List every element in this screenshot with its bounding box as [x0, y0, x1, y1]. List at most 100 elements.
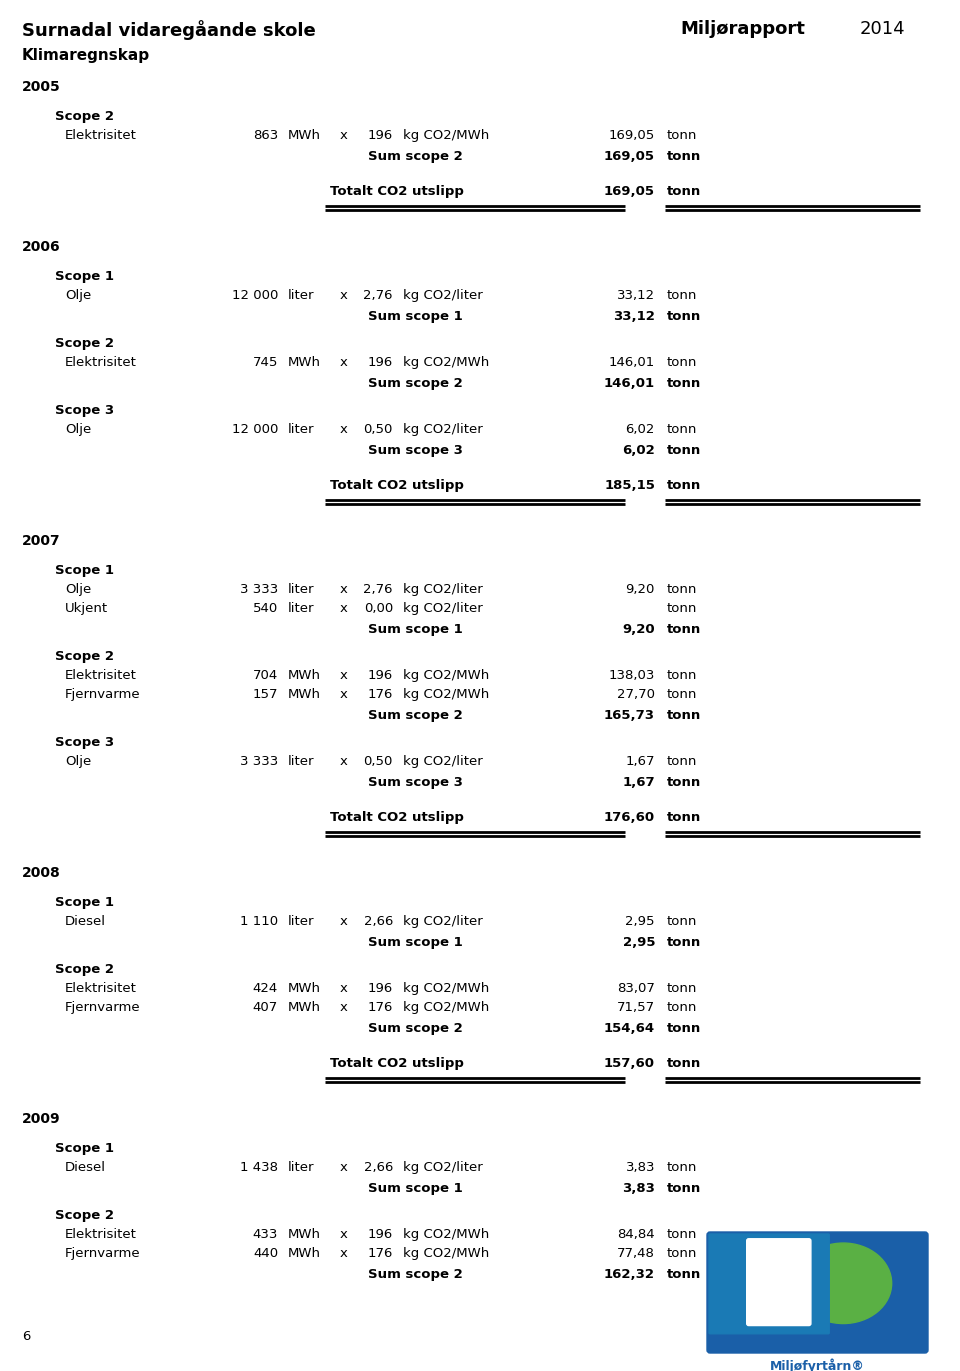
Text: 196: 196: [368, 1228, 393, 1241]
Text: liter: liter: [288, 914, 315, 928]
Text: 169,05: 169,05: [604, 149, 655, 163]
Text: kg CO2/MWh: kg CO2/MWh: [403, 688, 490, 701]
Text: Sum scope 1: Sum scope 1: [368, 622, 463, 636]
Text: liter: liter: [288, 755, 315, 768]
Text: 2006: 2006: [22, 240, 60, 254]
Text: MWh: MWh: [288, 1001, 321, 1015]
Text: Diesel: Diesel: [65, 914, 106, 928]
Text: 196: 196: [368, 669, 393, 681]
Text: x: x: [340, 356, 348, 369]
Text: tonn: tonn: [667, 709, 701, 723]
FancyBboxPatch shape: [707, 1233, 928, 1353]
Text: Scope 1: Scope 1: [55, 897, 114, 909]
Text: 407: 407: [252, 1001, 278, 1015]
Text: 2005: 2005: [22, 80, 60, 95]
Text: Fjernvarme: Fjernvarme: [65, 1248, 140, 1260]
Text: 6,02: 6,02: [622, 444, 655, 457]
Text: Olje: Olje: [65, 755, 91, 768]
Text: 196: 196: [368, 356, 393, 369]
Text: tonn: tonn: [667, 310, 701, 324]
Text: Surnadal vidaregåande skole: Surnadal vidaregåande skole: [22, 21, 316, 40]
Text: tonn: tonn: [667, 444, 701, 457]
Text: Olje: Olje: [65, 424, 91, 436]
Text: 0,50: 0,50: [364, 755, 393, 768]
Text: 1,67: 1,67: [626, 755, 655, 768]
Text: 33,12: 33,12: [613, 310, 655, 324]
Text: MWh: MWh: [288, 1228, 321, 1241]
Text: Scope 1: Scope 1: [55, 1142, 114, 1154]
Text: Scope 3: Scope 3: [55, 736, 114, 749]
Text: 433: 433: [252, 1228, 278, 1241]
Text: MWh: MWh: [288, 129, 321, 143]
Text: Totalt CO2 utslipp: Totalt CO2 utslipp: [330, 812, 464, 824]
Text: tonn: tonn: [667, 1001, 697, 1015]
Text: 71,57: 71,57: [617, 1001, 655, 1015]
Text: 2,66: 2,66: [364, 1161, 393, 1174]
Text: 138,03: 138,03: [609, 669, 655, 681]
Text: Elektrisitet: Elektrisitet: [65, 669, 137, 681]
Text: tonn: tonn: [667, 1228, 697, 1241]
Text: kg CO2/MWh: kg CO2/MWh: [403, 1228, 490, 1241]
Text: x: x: [340, 424, 348, 436]
Text: 154,64: 154,64: [604, 1021, 655, 1035]
Text: kg CO2/liter: kg CO2/liter: [403, 755, 483, 768]
Text: 196: 196: [368, 982, 393, 995]
Text: MWh: MWh: [288, 688, 321, 701]
Text: tonn: tonn: [667, 669, 697, 681]
Text: tonn: tonn: [667, 688, 697, 701]
Text: tonn: tonn: [667, 583, 697, 596]
Text: Scope 3: Scope 3: [55, 404, 114, 417]
Ellipse shape: [795, 1243, 892, 1323]
Text: Scope 2: Scope 2: [55, 1209, 114, 1222]
Text: x: x: [340, 914, 348, 928]
Text: 1,67: 1,67: [622, 776, 655, 788]
Text: Totalt CO2 utslipp: Totalt CO2 utslipp: [330, 478, 464, 492]
Text: x: x: [340, 1248, 348, 1260]
Text: 1 438: 1 438: [240, 1161, 278, 1174]
Text: MWh: MWh: [288, 982, 321, 995]
Text: 83,07: 83,07: [617, 982, 655, 995]
Text: tonn: tonn: [667, 129, 697, 143]
Text: tonn: tonn: [667, 1161, 697, 1174]
Text: 424: 424: [252, 982, 278, 995]
Text: 185,15: 185,15: [604, 478, 655, 492]
Text: 9,20: 9,20: [622, 622, 655, 636]
Text: Sum scope 3: Sum scope 3: [368, 444, 463, 457]
Text: 157: 157: [252, 688, 278, 701]
Text: 9,20: 9,20: [626, 583, 655, 596]
Text: tonn: tonn: [667, 149, 701, 163]
Text: kg CO2/liter: kg CO2/liter: [403, 602, 483, 616]
Text: liter: liter: [288, 424, 315, 436]
Text: tonn: tonn: [667, 622, 701, 636]
Text: Fjernvarme: Fjernvarme: [65, 1001, 140, 1015]
Text: 12 000: 12 000: [231, 424, 278, 436]
Text: kg CO2/MWh: kg CO2/MWh: [403, 1001, 490, 1015]
Text: 540: 540: [252, 602, 278, 616]
Text: kg CO2/MWh: kg CO2/MWh: [403, 129, 490, 143]
Text: 2,76: 2,76: [364, 583, 393, 596]
Text: Scope 2: Scope 2: [55, 962, 114, 976]
Text: Sum scope 1: Sum scope 1: [368, 936, 463, 949]
Text: Totalt CO2 utslipp: Totalt CO2 utslipp: [330, 185, 464, 197]
Text: tonn: tonn: [667, 602, 697, 616]
Text: tonn: tonn: [667, 776, 701, 788]
Text: x: x: [340, 982, 348, 995]
Text: kg CO2/liter: kg CO2/liter: [403, 289, 483, 302]
Text: 84,84: 84,84: [617, 1228, 655, 1241]
Text: x: x: [340, 669, 348, 681]
Text: tonn: tonn: [667, 755, 697, 768]
Text: 77,48: 77,48: [617, 1248, 655, 1260]
Text: kg CO2/liter: kg CO2/liter: [403, 583, 483, 596]
Text: tonn: tonn: [667, 185, 701, 197]
Text: 2,66: 2,66: [364, 914, 393, 928]
Text: tonn: tonn: [667, 1021, 701, 1035]
Text: 2008: 2008: [22, 866, 60, 880]
Text: Olje: Olje: [65, 583, 91, 596]
Text: 27,70: 27,70: [617, 688, 655, 701]
Text: 3,83: 3,83: [622, 1182, 655, 1196]
Text: Totalt CO2 utslipp: Totalt CO2 utslipp: [330, 1057, 464, 1069]
Text: 3 333: 3 333: [240, 583, 278, 596]
Text: 157,60: 157,60: [604, 1057, 655, 1069]
Text: 146,01: 146,01: [604, 377, 655, 389]
Text: tonn: tonn: [667, 478, 701, 492]
